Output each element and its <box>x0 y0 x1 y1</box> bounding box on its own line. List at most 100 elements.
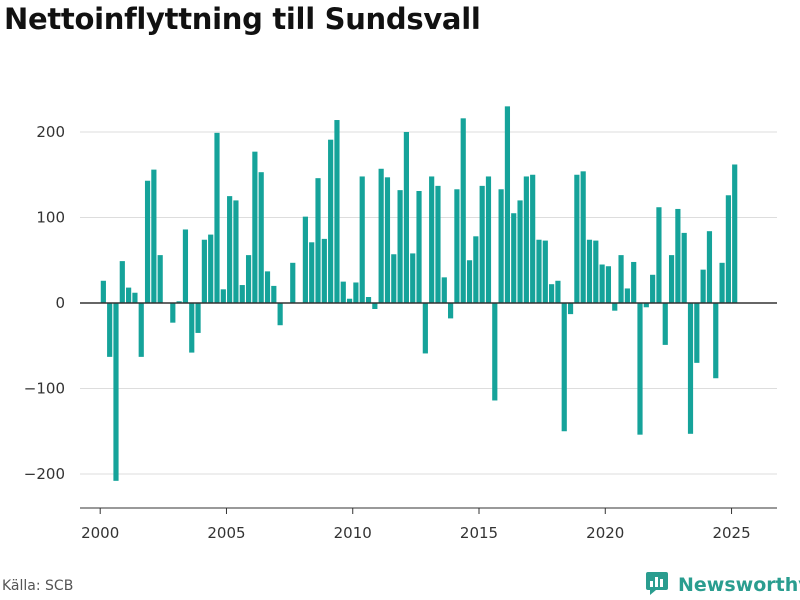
x-tick-label: 2020 <box>586 524 624 542</box>
chart-title: Nettoinflyttning till Sundsvall <box>4 2 481 36</box>
y-tick-label: −100 <box>24 380 65 398</box>
bar <box>264 271 271 303</box>
bar <box>694 303 700 363</box>
bar <box>138 303 144 357</box>
bar <box>378 168 384 303</box>
bar <box>637 303 643 435</box>
bar <box>523 176 529 303</box>
bar <box>706 231 713 303</box>
bar <box>580 171 586 303</box>
brand-logo[interactable]: Newsworthy <box>644 570 800 600</box>
x-tick-label: 2000 <box>81 524 119 542</box>
bar <box>208 234 214 303</box>
bar <box>151 169 157 303</box>
bar <box>189 303 195 353</box>
bar <box>277 303 283 326</box>
bar <box>435 185 441 303</box>
bar <box>353 282 359 303</box>
bar <box>498 189 504 303</box>
bar <box>643 303 649 308</box>
bar <box>365 297 372 303</box>
y-tick-label: −200 <box>24 465 65 483</box>
bar <box>599 264 605 303</box>
bar <box>100 280 106 303</box>
bar <box>157 255 163 303</box>
bar <box>397 190 403 303</box>
bar <box>410 253 416 303</box>
y-tick-label: 0 <box>55 294 65 312</box>
bar <box>328 139 334 303</box>
bar <box>713 303 719 379</box>
bar <box>448 303 454 319</box>
bar <box>719 262 725 303</box>
bar <box>126 287 132 303</box>
bar <box>605 266 612 303</box>
bar <box>656 207 662 303</box>
x-tick-label: 2010 <box>334 524 372 542</box>
bar <box>252 151 258 303</box>
bar <box>561 303 567 432</box>
bar <box>176 301 182 303</box>
bar <box>700 269 706 303</box>
bar <box>732 164 738 303</box>
bar <box>542 240 548 303</box>
bar <box>662 303 668 345</box>
bar <box>511 213 517 303</box>
bar <box>485 176 492 303</box>
bar <box>233 200 239 303</box>
bar <box>302 216 308 303</box>
bar <box>422 303 428 354</box>
bar <box>675 208 681 303</box>
bar <box>245 255 252 303</box>
bar <box>429 176 435 303</box>
bar <box>391 254 397 303</box>
bar <box>214 132 220 303</box>
bar <box>340 281 346 304</box>
bar <box>258 172 264 303</box>
bar <box>530 174 536 303</box>
bar <box>460 118 466 303</box>
bar <box>725 195 731 303</box>
bar <box>492 303 498 401</box>
newsworthy-logo-icon <box>644 570 670 600</box>
bar <box>359 176 365 303</box>
x-tick-label: 2025 <box>712 524 750 542</box>
bar <box>384 177 391 303</box>
bar <box>586 239 593 303</box>
bar <box>372 303 378 309</box>
bar <box>113 303 119 481</box>
bar <box>681 232 687 303</box>
x-tick-label: 2005 <box>207 524 245 542</box>
bar <box>290 262 296 303</box>
bar <box>321 238 327 304</box>
bar <box>227 196 233 304</box>
bar <box>315 178 321 303</box>
bar <box>309 242 315 303</box>
brand-name: Newsworthy <box>678 574 800 596</box>
bar <box>650 274 656 303</box>
y-tick-label: 100 <box>36 209 65 227</box>
bar <box>536 239 542 303</box>
bar <box>574 174 580 303</box>
bar <box>549 284 555 303</box>
bar <box>107 303 113 357</box>
bar <box>466 260 473 303</box>
bar <box>132 292 138 303</box>
y-tick-label: 200 <box>36 123 65 141</box>
bar <box>687 303 694 434</box>
bar <box>555 280 561 303</box>
bar <box>144 180 151 303</box>
source-note: Källa: SCB <box>2 578 74 594</box>
bar <box>612 303 618 311</box>
bar <box>441 277 447 303</box>
bar <box>473 236 479 303</box>
bar <box>479 185 485 303</box>
bar <box>668 255 675 303</box>
bar <box>182 229 189 303</box>
bar <box>195 303 201 333</box>
bar <box>454 189 460 303</box>
bar <box>618 255 624 303</box>
bar <box>624 288 630 303</box>
bar <box>346 298 353 303</box>
